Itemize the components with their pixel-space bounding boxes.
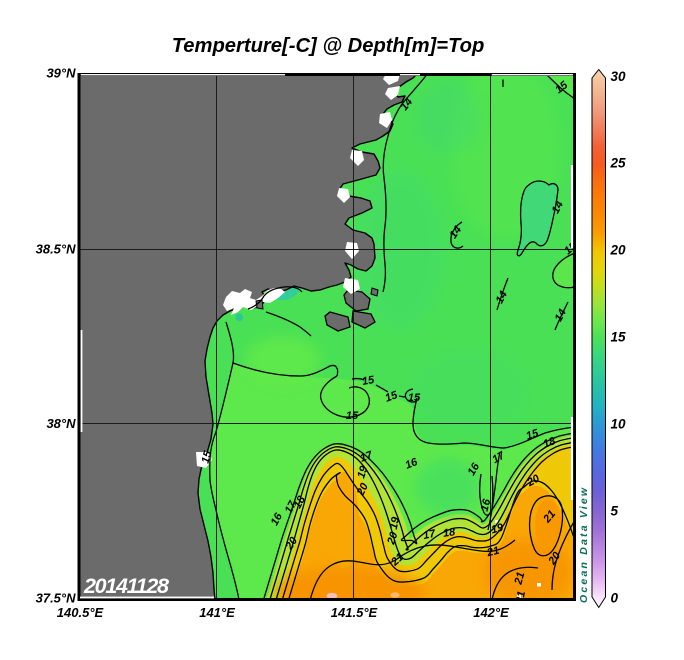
svg-text:18: 18	[442, 526, 457, 540]
svg-text:14: 14	[553, 307, 569, 323]
svg-text:14: 14	[494, 289, 510, 305]
svg-text:14: 14	[550, 199, 566, 215]
svg-text:15: 15	[361, 374, 376, 388]
svg-text:20: 20	[385, 530, 401, 547]
svg-text:38.5°N: 38.5°N	[36, 242, 77, 257]
svg-text:140.5°E: 140.5°E	[57, 605, 104, 620]
svg-text:19: 19	[355, 464, 370, 480]
svg-text:38°N: 38°N	[46, 416, 76, 431]
svg-text:141°E: 141°E	[199, 605, 235, 620]
svg-text:17: 17	[359, 449, 375, 465]
svg-text:20: 20	[610, 243, 627, 258]
svg-text:19: 19	[490, 521, 506, 536]
svg-text:21: 21	[485, 545, 501, 560]
svg-text:141.5°E: 141.5°E	[331, 605, 378, 620]
svg-text:142°E: 142°E	[473, 605, 509, 620]
svg-text:21: 21	[514, 590, 528, 605]
svg-text:15: 15	[200, 449, 215, 465]
svg-text:39°N: 39°N	[46, 66, 76, 81]
svg-text:18: 18	[542, 435, 558, 451]
svg-text:Temperture[-C] @ Depth[m]=Top: Temperture[-C] @ Depth[m]=Top	[172, 35, 485, 57]
svg-text:Ocean Data View: Ocean Data View	[578, 486, 590, 603]
svg-text:14: 14	[398, 96, 415, 113]
svg-text:15: 15	[346, 410, 359, 422]
svg-text:25: 25	[610, 156, 627, 171]
svg-text:21: 21	[512, 571, 527, 587]
svg-text:15: 15	[384, 389, 400, 405]
svg-text:16: 16	[403, 456, 420, 472]
svg-text:16: 16	[479, 497, 494, 513]
svg-text:14: 14	[447, 224, 464, 241]
svg-text:0: 0	[611, 591, 619, 606]
svg-text:5: 5	[611, 504, 619, 519]
svg-text:20: 20	[354, 481, 371, 499]
svg-text:15: 15	[611, 330, 627, 345]
svg-text:15: 15	[525, 427, 541, 442]
svg-text:10: 10	[611, 417, 627, 432]
svg-text:37.5°N: 37.5°N	[36, 591, 77, 606]
svg-text:19: 19	[388, 515, 402, 530]
svg-text:20141128: 20141128	[83, 574, 169, 598]
svg-text:17: 17	[422, 528, 437, 542]
svg-text:30: 30	[611, 69, 627, 84]
svg-text:15: 15	[408, 392, 421, 404]
